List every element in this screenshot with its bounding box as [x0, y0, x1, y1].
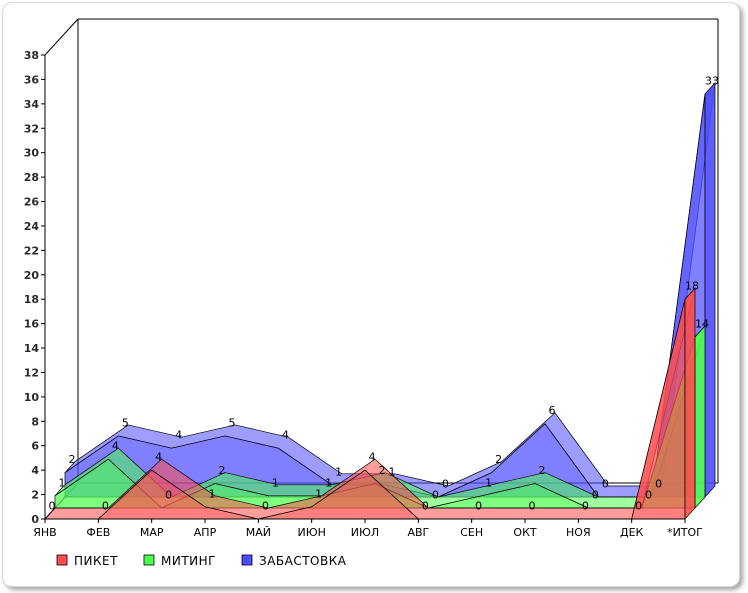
y-tick-label: 6: [31, 440, 39, 453]
x-tick-label: ЯНВ: [33, 526, 56, 539]
y-tick-label: 10: [24, 391, 40, 404]
data-label: 4: [369, 451, 376, 464]
y-tick-label: 22: [24, 244, 39, 257]
legend-swatch: [56, 554, 68, 566]
x-axis: ЯНВ ФЕВ МАР АПР МАЙ ИЮН ИЮЛ АВГ СЕН ОКТ НОЯ ДЕК *ИТО…: [33, 518, 703, 539]
x-tick-label: МАР: [140, 526, 164, 539]
data-label: 6: [549, 404, 556, 417]
data-label: 1: [209, 487, 216, 500]
y-tick-label: 18: [24, 293, 39, 306]
data-label: 5: [122, 416, 129, 429]
legend-label: МИТИНГ: [161, 554, 216, 568]
data-label: 2: [539, 464, 546, 477]
series-2-end-face: [694, 325, 706, 509]
data-label: 2: [379, 464, 386, 477]
data-label: 0: [432, 489, 439, 502]
data-label: 4: [155, 451, 162, 464]
x-tick-label: АВГ: [407, 526, 429, 539]
legend-swatch: [143, 554, 155, 566]
series-3-end-face: [704, 82, 716, 498]
y-tick-label: 24: [24, 220, 40, 233]
data-label: 0: [165, 489, 172, 502]
data-label: 0: [582, 500, 589, 513]
series-3-top-face: [64, 81, 716, 498]
x-tick-label: ИЮН: [297, 526, 325, 539]
data-label: 0: [529, 500, 536, 513]
x-tick-label: НОЯ: [566, 526, 591, 539]
x-tick-label: АПР: [194, 526, 217, 539]
data-label: 0: [475, 500, 482, 513]
legend: ПИКЕТ МИТИНГ ЗАБАСТОВКА: [56, 554, 347, 568]
x-tick-label: СЕН: [460, 526, 483, 539]
y-tick-label: 4: [31, 464, 39, 477]
x-tick-label: ФЕВ: [86, 526, 110, 539]
data-label: 18: [685, 280, 699, 293]
data-label: 0: [655, 478, 662, 491]
series-3-area: [64, 81, 716, 498]
y-tick-label: 0: [31, 513, 39, 526]
y-tick-label: 34: [24, 98, 40, 111]
y-tick-label: 30: [24, 147, 40, 160]
data-label: 0: [49, 500, 56, 513]
legend-label: ЗАБАСТОВКА: [259, 554, 347, 568]
data-label: 0: [422, 500, 429, 513]
data-label: 1: [335, 465, 342, 478]
data-label: 33: [705, 75, 719, 88]
y-tick-label: 28: [24, 171, 39, 184]
y-tick-label: 8: [31, 415, 39, 428]
legend-item: ПИКЕТ: [56, 554, 118, 568]
y-tick-label: 36: [24, 73, 40, 86]
y-tick-label: 20: [24, 269, 40, 282]
x-tick-label: ИЮЛ: [351, 526, 379, 539]
y-tick-label: 14: [24, 342, 40, 355]
x-tick-label: МАЙ: [246, 526, 271, 539]
data-label: 2: [495, 453, 502, 466]
x-tick-label: ОКТ: [513, 526, 536, 539]
y-tick-label: 38: [24, 49, 39, 62]
data-label: 5: [229, 416, 236, 429]
data-label: 1: [272, 476, 279, 489]
data-label: 2: [219, 464, 226, 477]
side-wall-top-edge: [44, 18, 79, 56]
data-label: 14: [695, 318, 709, 331]
data-label: 0: [442, 478, 449, 491]
data-label: 0: [592, 489, 599, 502]
data-label: 1: [59, 476, 66, 489]
x-tick-label: ДЕК: [620, 526, 644, 539]
data-label: 1: [485, 476, 492, 489]
legend-label: ПИКЕТ: [74, 554, 118, 568]
y-tick-label: 32: [24, 122, 39, 135]
data-label: 0: [645, 489, 652, 502]
y-tick-label: 2: [31, 489, 39, 502]
legend-swatch: [241, 554, 253, 566]
data-label: 4: [112, 440, 119, 453]
data-label: 0: [102, 500, 109, 513]
y-tick-label: 16: [24, 318, 40, 331]
data-label: 1: [325, 476, 332, 489]
data-label: 4: [282, 429, 289, 442]
legend-item: ЗАБАСТОВКА: [241, 554, 347, 568]
series-areas: [44, 81, 716, 520]
data-label: 1: [389, 465, 396, 478]
data-label: 0: [635, 500, 642, 513]
data-label: 0: [262, 500, 269, 513]
data-label: 4: [175, 429, 182, 442]
data-label: 1: [315, 487, 322, 500]
data-label: 2: [69, 453, 76, 466]
series-1-area: [44, 287, 696, 520]
y-tick-label: 26: [24, 196, 40, 209]
x-tick-label: *ИТОГ: [667, 526, 703, 539]
legend-item: МИТИНГ: [143, 554, 216, 568]
y-tick-label: 12: [24, 366, 39, 379]
series-1-end-face: [684, 287, 696, 520]
data-label: 0: [602, 478, 609, 491]
